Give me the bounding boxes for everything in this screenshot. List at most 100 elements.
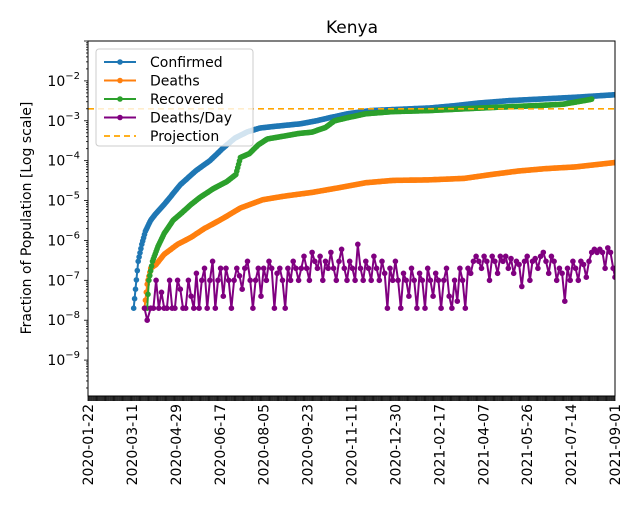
series-deaths-day [141,241,615,324]
data-point [535,265,541,272]
data-point [303,265,310,272]
data-point [150,305,157,312]
data-point [497,253,504,260]
data-point [134,267,141,274]
legend-entry: Confirmed [104,55,223,71]
data-point [478,265,485,272]
data-point [188,293,194,300]
data-point [156,305,162,312]
legend-entry: Recovered [104,92,224,108]
y-axis-label: Fraction of Population [Log scale] [19,102,35,335]
chart-title: Kenya [326,18,378,38]
data-point [457,265,463,272]
data-point [451,277,458,284]
x-tick-label: 2020-03-11 [125,404,141,485]
data-point [416,270,423,277]
data-point [435,277,442,284]
series-recovered [144,96,595,312]
x-tick-label: 2020-11-11 [345,404,361,485]
data-point [322,258,329,265]
data-point [387,265,393,272]
data-point [148,263,155,269]
data-point [572,265,579,272]
data-point [306,277,313,284]
data-point [564,265,571,272]
data-point [441,277,447,284]
data-point [255,265,262,272]
data-point [384,305,391,312]
y-tick-label: 10−9 [47,350,80,369]
data-point [295,277,302,284]
data-point [432,270,439,277]
data-point [287,277,294,284]
data-point [282,305,289,312]
legend: Confirmed Deaths Recovered Deaths/Day Projec… [95,48,254,147]
data-point [363,258,369,265]
data-point [403,277,410,284]
data-point [252,277,259,284]
data-point [147,272,153,279]
x-tick-label: 2020-12-30 [388,404,404,485]
x-tick-label: 2020-04-29 [169,404,185,485]
data-point [290,258,297,265]
x-tick-label: 2021-04-07 [476,404,492,485]
data-point [330,265,337,272]
data-point [274,270,280,277]
data-point [612,91,615,98]
data-point [521,258,528,265]
y-tick-label: 10−7 [47,270,80,289]
data-point [368,277,375,284]
data-point [225,277,232,284]
data-point [398,305,404,312]
x-tick-label: 2021-05-26 [520,404,536,485]
data-point [473,253,479,260]
y-axis-ticks: 10−2 10−3 10−4 10−5 10−6 10−7 10−8 10−9 [47,40,88,389]
data-point [177,286,184,293]
data-point [459,277,466,284]
data-point [465,265,471,272]
x-tick-label: 2021-02-17 [432,404,448,485]
data-point [400,270,407,277]
data-point [268,265,275,272]
data-point [317,253,323,260]
data-point [371,253,377,260]
data-point [293,265,299,272]
data-point [540,249,547,256]
data-point [135,258,141,265]
data-point [301,253,307,260]
data-point [277,265,283,272]
data-point [344,277,350,284]
data-point [266,258,272,265]
data-point [545,270,552,277]
data-point [132,286,139,293]
data-point [182,305,189,312]
data-point [220,293,227,300]
data-point [510,270,517,277]
data-point [537,253,544,260]
data-point [562,298,568,305]
data-point [196,305,202,312]
data-point [373,265,380,272]
data-point [260,265,267,272]
data-point [443,265,450,272]
data-point [454,298,461,305]
data-point [381,270,388,277]
data-point [341,265,348,272]
y-tick-label: 10−3 [47,111,80,130]
data-point [158,289,165,296]
data-point [258,293,264,300]
data-point [349,265,356,272]
data-point [612,159,615,166]
data-point [446,293,453,300]
data-point [424,265,431,272]
data-point [605,245,611,251]
x-tick-label: 2021-07-14 [564,404,580,485]
data-point [239,286,245,293]
legend-label: Confirmed [150,55,223,71]
legend-entry: Deaths [104,74,200,90]
data-point [147,268,154,274]
data-point [486,277,493,284]
data-point [516,261,522,268]
data-point [355,241,361,248]
